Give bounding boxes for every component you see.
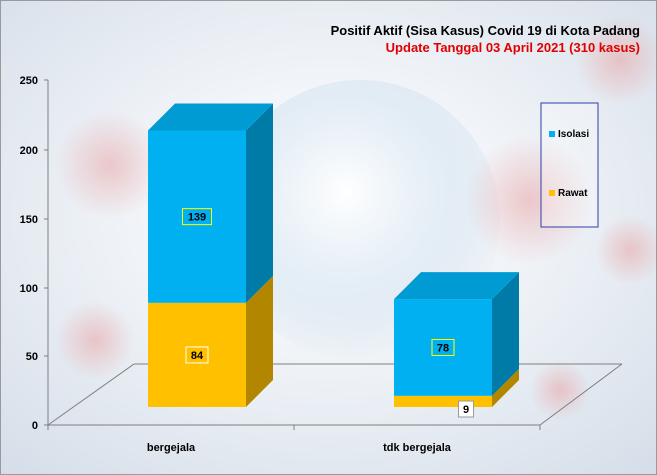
- y-tick-label: 200: [20, 145, 38, 157]
- data-label-isolasi-tdk-bergejala: 78: [437, 342, 449, 354]
- bar-side-isolasi-tdk-bergejala: [492, 272, 519, 396]
- background-virus-1: [55, 110, 165, 220]
- bar-tdk-bergejala: 9 78: [394, 272, 519, 418]
- y-tick-label: 50: [26, 351, 38, 363]
- background-virus-4: [575, 15, 657, 105]
- y-tick-label: 0: [32, 420, 38, 432]
- data-label-rawat-bergejala: 84: [191, 350, 204, 362]
- bar-side-isolasi-bergejala: [246, 103, 273, 303]
- y-axis: 0 50 100 150 200 250: [20, 75, 48, 432]
- bar-side-rawat-tdk-bergejala: [492, 368, 519, 407]
- y-tick-label: 250: [20, 75, 38, 87]
- data-label-box-rawat-bergejala: [185, 346, 209, 364]
- background-virus-6: [530, 360, 590, 420]
- bar-front-isolasi-bergejala: [148, 130, 246, 303]
- chart-title: Positif Aktif (Sisa Kasus) Covid 19 di K…: [331, 23, 640, 38]
- legend-swatch-rawat: [549, 190, 555, 196]
- y-tick-label: 150: [20, 214, 38, 226]
- chart-subtitle: Update Tanggal 03 April 2021 (310 kasus): [386, 40, 640, 55]
- axis-frame: [47, 80, 623, 430]
- legend: Isolasi Rawat: [540, 102, 599, 228]
- x-axis: bergejala tdk bergejala: [147, 442, 452, 454]
- background-virus-5: [595, 215, 657, 285]
- bar-front-isolasi-tdk-bergejala: [394, 299, 492, 396]
- legend-swatch-isolasi: [549, 131, 555, 137]
- floor-left-edge: [47, 363, 135, 426]
- bar-bergejala: 84 139: [148, 103, 273, 407]
- bar-top-isolasi-tdk-bergejala: [394, 272, 519, 300]
- data-label-isolasi-bergejala: 139: [188, 212, 206, 224]
- data-label-box-rawat-tdk-bergejala: [458, 400, 474, 418]
- bars: 84 139 9 78: [148, 103, 519, 418]
- bar-front-rawat-tdk-bergejala: [394, 395, 492, 407]
- background-virus-3: [55, 300, 135, 380]
- legend-box: [540, 102, 599, 228]
- y-tick-label: 100: [20, 283, 38, 295]
- legend-label-isolasi: Isolasi: [558, 129, 589, 140]
- x-tick-label: bergejala: [147, 442, 196, 454]
- data-label-box-isolasi-bergejala: [182, 208, 212, 226]
- data-label-rawat-tdk-bergejala: 9: [463, 404, 469, 416]
- bar-front-rawat-bergejala: [148, 302, 246, 407]
- background-virus-2: [465, 135, 595, 265]
- legend-label-rawat: Rawat: [558, 188, 588, 199]
- bar-top-isolasi-bergejala: [148, 103, 273, 131]
- x-tick-label: tdk bergejala: [383, 442, 452, 454]
- bar-side-rawat-bergejala: [246, 275, 273, 407]
- floor-right-edge: [539, 363, 623, 426]
- data-label-box-isolasi-tdk-bergejala: [431, 338, 455, 356]
